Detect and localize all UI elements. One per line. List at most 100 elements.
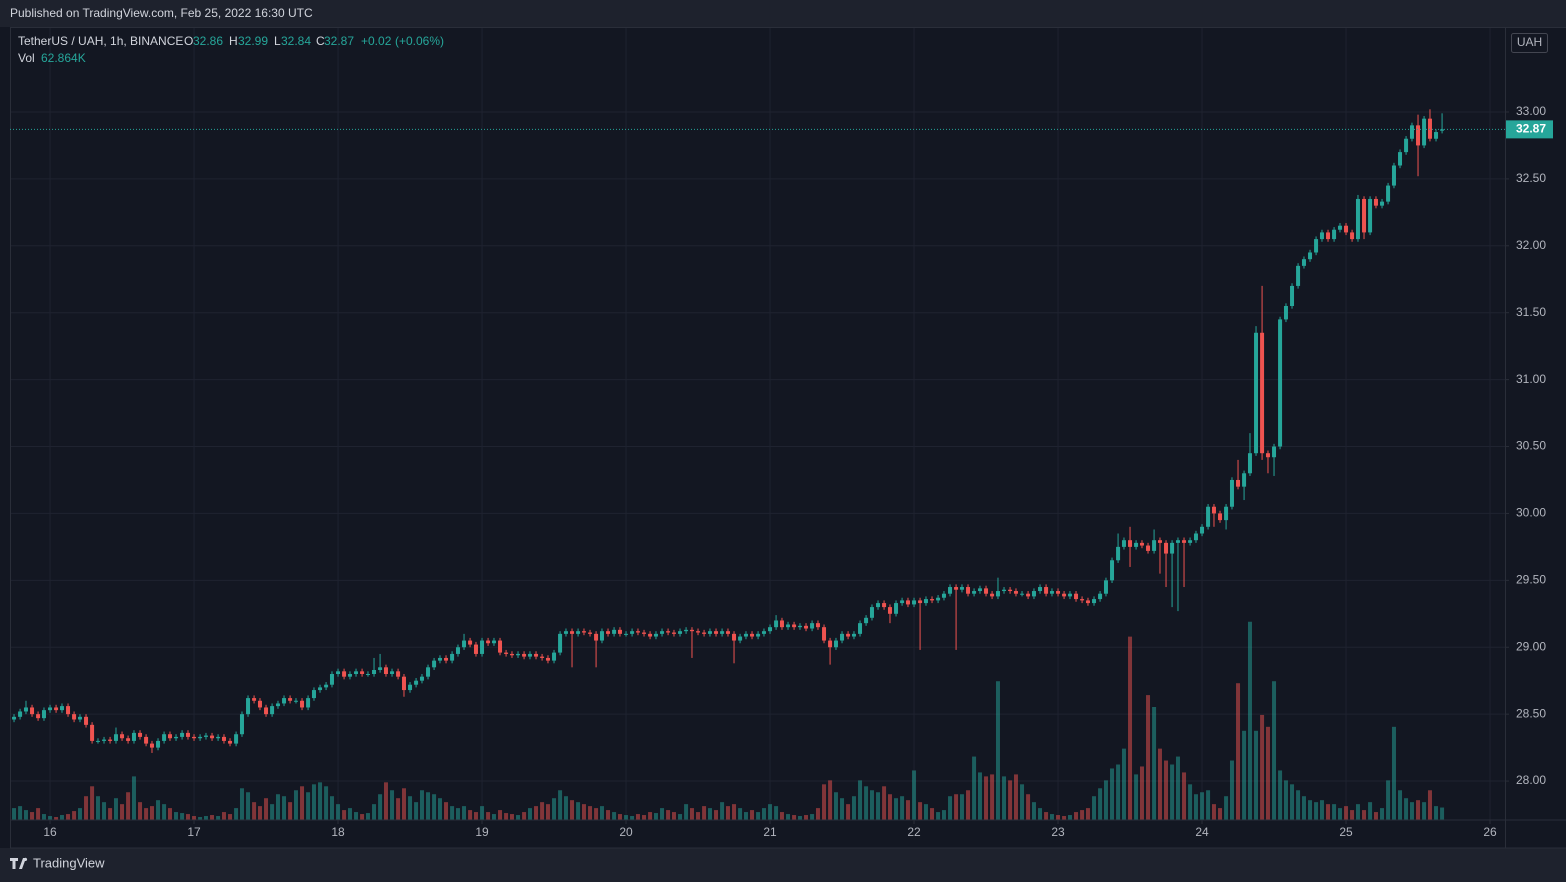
volume-bar [180, 813, 185, 820]
volume-bar [756, 812, 761, 820]
volume-bar [1110, 768, 1115, 820]
volume-bar [882, 786, 887, 820]
candle-body [162, 734, 167, 741]
volume-bar [707, 808, 712, 820]
candle-body [1116, 546, 1121, 561]
x-tick-label: 26 [1483, 825, 1497, 839]
volume-bar [1265, 726, 1270, 820]
x-tick-label: 21 [763, 825, 777, 839]
candle-body [491, 640, 496, 644]
volume-bar [1146, 695, 1151, 820]
volume-bar [113, 798, 118, 820]
volume-bar [833, 792, 838, 820]
volume-bar [162, 804, 167, 820]
volume-bar [450, 806, 455, 820]
candle-body [527, 653, 532, 657]
volume-bar [1242, 730, 1247, 820]
volume-label: Vol [18, 51, 35, 65]
candle-body [1332, 229, 1337, 240]
candle-body [1440, 129, 1445, 131]
volume-bar [444, 802, 449, 820]
candle-body [228, 740, 233, 744]
grid [10, 27, 1505, 820]
volume-bar [216, 816, 221, 820]
y-tick-label: 28.50 [1516, 706, 1546, 720]
volume-bar [696, 812, 701, 820]
candle-body [408, 684, 413, 691]
x-tick-label: 24 [1195, 825, 1209, 839]
volume-bar [516, 815, 521, 820]
candle-body [126, 738, 131, 741]
volume-bar [948, 796, 953, 820]
volume-bar [1409, 802, 1414, 820]
y-tick-label: 31.00 [1516, 372, 1546, 386]
candle-body [378, 667, 383, 670]
volume-bar [666, 810, 671, 820]
volume-bar [383, 782, 388, 820]
y-tick-label: 28.00 [1516, 773, 1546, 787]
candle-body [612, 629, 617, 634]
candle-body [1013, 591, 1018, 594]
volume-bar [653, 813, 658, 820]
candle-body [660, 631, 665, 634]
candle-body [1103, 580, 1108, 594]
volume-bar [1038, 808, 1043, 820]
candle-body [396, 671, 401, 677]
currency-box[interactable] [1511, 33, 1548, 53]
volume-bar [491, 814, 496, 820]
candle-body [138, 732, 143, 737]
candle-body [473, 644, 478, 654]
candle-body [678, 631, 683, 634]
candle-body [1362, 198, 1367, 233]
volume-bar [1260, 714, 1265, 820]
volume-bar [360, 814, 365, 820]
candle-body [1098, 593, 1103, 600]
volume-bar [1193, 794, 1198, 820]
candle-body [144, 736, 149, 744]
volume-bar [1175, 756, 1180, 820]
volume-bar [102, 802, 107, 820]
volume-bar [1314, 802, 1319, 820]
volume-bar [264, 798, 269, 820]
candle-body [1038, 587, 1043, 592]
high-value: 32.99 [238, 34, 268, 48]
low-label: L [274, 34, 281, 48]
candle-body [696, 631, 701, 633]
candle-body [66, 706, 71, 715]
volume-bar [396, 798, 401, 820]
volume-bar [912, 770, 917, 820]
candle-body [1398, 152, 1403, 166]
candle-body [504, 652, 509, 654]
volume-bar [689, 808, 694, 820]
volume-bar [228, 814, 233, 820]
candle-body [120, 734, 125, 739]
volume-bar [815, 808, 820, 820]
y-tick-label: 33.00 [1516, 104, 1546, 118]
candle-body [522, 653, 527, 657]
volume-bar [192, 816, 197, 820]
volume-bar [671, 812, 676, 820]
volume-bar [1332, 804, 1337, 820]
candle-body [905, 600, 910, 605]
candle-body [1200, 526, 1205, 534]
volume-bar [876, 792, 881, 820]
volume-bar [1067, 815, 1072, 820]
y-tick-label: 31.50 [1516, 305, 1546, 319]
volume-bar [642, 815, 647, 820]
volume-bar [810, 814, 815, 820]
candle-body [1301, 259, 1306, 266]
candle-body [581, 631, 586, 633]
currency: UAH [1517, 35, 1542, 49]
candle-body [576, 631, 581, 634]
brand-logo[interactable]: TradingView [10, 855, 105, 870]
candle-body [959, 587, 964, 590]
x-tick-label: 23 [1051, 825, 1065, 839]
candle-body [12, 716, 17, 720]
volume-bar [167, 808, 172, 820]
candle-body [995, 591, 1000, 597]
candle-body [1224, 506, 1229, 521]
candle-body [558, 633, 563, 653]
volume-bar [288, 802, 293, 820]
volume-bar [984, 776, 989, 820]
